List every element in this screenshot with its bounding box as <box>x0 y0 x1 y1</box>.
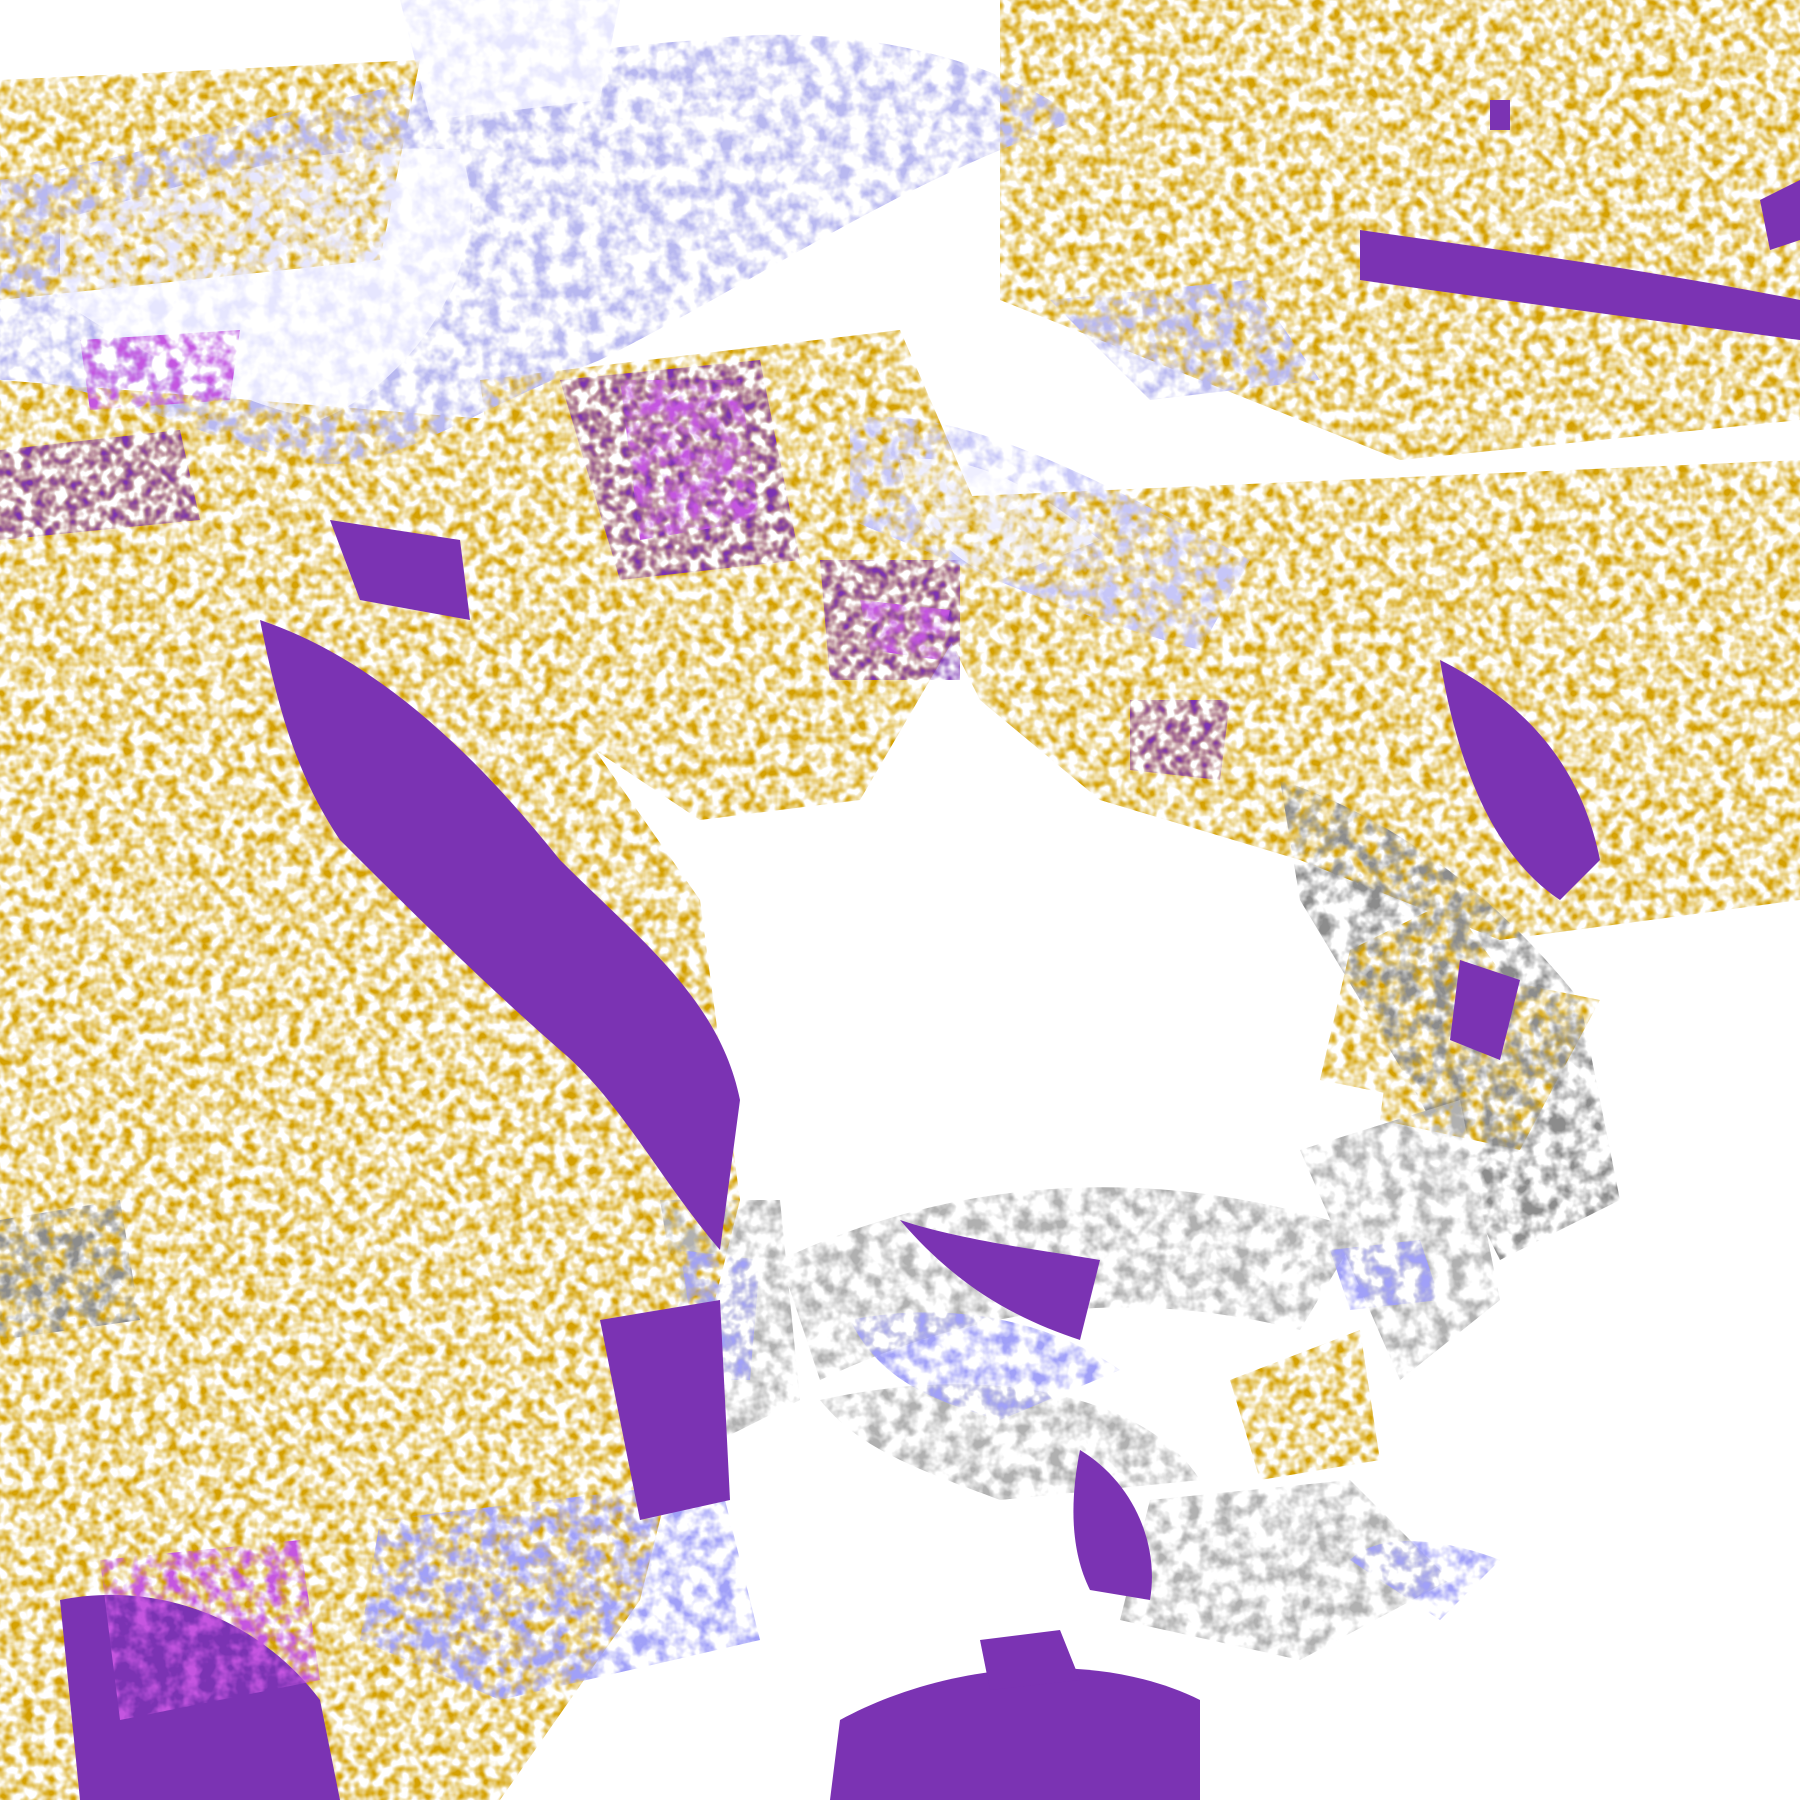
magenta-cloud-regions <box>80 330 950 1720</box>
high-cloud-band-north <box>0 0 1320 650</box>
